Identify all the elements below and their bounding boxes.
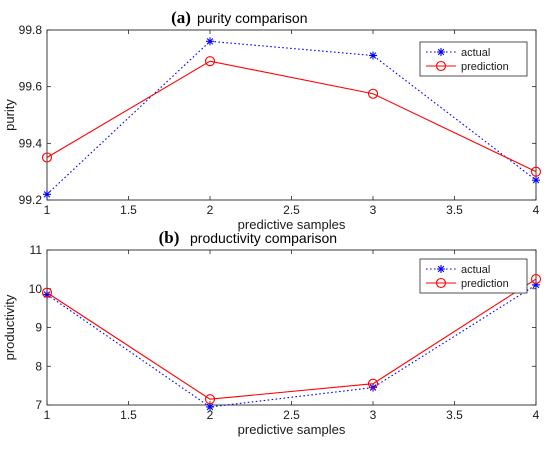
data-point-prediction bbox=[204, 56, 216, 67]
x-tick-label: 1.5 bbox=[120, 203, 137, 217]
data-point-actual bbox=[532, 176, 540, 185]
y-tick-label: 99.4 bbox=[19, 136, 43, 150]
data-point-prediction bbox=[530, 166, 542, 177]
legend-label-actual: actual bbox=[461, 47, 490, 59]
data-point-prediction bbox=[41, 152, 53, 163]
y-axis-label: productivity bbox=[2, 294, 17, 360]
legend-marker-actual bbox=[437, 265, 445, 273]
data-point-actual bbox=[206, 37, 214, 46]
series-actual bbox=[43, 37, 540, 199]
x-tick-label: 4 bbox=[533, 203, 540, 217]
x-tick-label: 1 bbox=[44, 203, 51, 217]
data-point-prediction bbox=[41, 287, 53, 298]
chart-panel-2: (b) productivity comparison 1 1.5 2 2.5 3 3.5 4 7… bbox=[2, 228, 542, 437]
series-prediction bbox=[41, 274, 542, 405]
x-tick-label: 3 bbox=[370, 203, 377, 217]
legend-marker-actual bbox=[437, 48, 445, 56]
x-axis-label: predictive samples bbox=[238, 217, 346, 232]
x-tick-label: 2 bbox=[207, 203, 214, 217]
data-point-prediction bbox=[204, 394, 216, 405]
chart-title: purity comparison bbox=[197, 10, 308, 26]
y-tick-label: 99.6 bbox=[19, 80, 43, 94]
legend-box bbox=[419, 258, 528, 294]
data-point-actual bbox=[369, 51, 377, 60]
x-axis-label: predictive samples bbox=[238, 422, 346, 437]
series-line-actual bbox=[46, 284, 537, 408]
data-point-prediction bbox=[367, 88, 379, 99]
legend-marker-prediction bbox=[435, 277, 447, 289]
x-tick-label: 2.5 bbox=[283, 203, 300, 217]
chart-title: productivity comparison bbox=[190, 230, 337, 246]
legend-label-prediction: prediction bbox=[461, 278, 509, 290]
y-tick-label: 7 bbox=[35, 398, 42, 412]
series-line-prediction bbox=[46, 278, 537, 400]
x-tick-label: 1 bbox=[44, 408, 51, 422]
data-point-actual bbox=[43, 190, 51, 199]
y-tick-label: 8 bbox=[35, 359, 42, 373]
data-point-prediction bbox=[367, 378, 379, 389]
x-tick-label: 2 bbox=[207, 408, 214, 422]
panel-label: (b) bbox=[159, 228, 180, 247]
x-tick-label: 1.5 bbox=[120, 408, 137, 422]
series-line-prediction bbox=[46, 60, 537, 173]
legend-label-actual: actual bbox=[461, 264, 490, 276]
x-tick-label: 4 bbox=[533, 408, 540, 422]
chart-panel-1: (a) purity comparison 1 1.5 2 2.5 3 3.5 4 99.2 99.… bbox=[2, 8, 542, 232]
y-axis-label: purity bbox=[2, 99, 17, 131]
x-tick-label: 3.5 bbox=[446, 203, 463, 217]
y-tick-label: 10 bbox=[29, 282, 43, 296]
series-line-actual bbox=[46, 40, 537, 195]
legend: actual prediction bbox=[419, 258, 528, 294]
y-tick-label: 11 bbox=[30, 243, 43, 257]
x-tick-label: 2.5 bbox=[283, 408, 300, 422]
legend-marker-prediction bbox=[435, 60, 447, 72]
y-tick-label: 9 bbox=[35, 321, 42, 335]
x-tick-label: 3 bbox=[370, 408, 377, 422]
panel-label: (a) bbox=[171, 8, 191, 27]
y-tick-label: 99.8 bbox=[19, 23, 43, 37]
data-point-actual bbox=[206, 402, 214, 411]
y-tick-label: 99.2 bbox=[19, 193, 43, 207]
data-point-prediction bbox=[530, 274, 542, 285]
legend-label-prediction: prediction bbox=[461, 61, 509, 73]
legend-box bbox=[419, 41, 528, 77]
legend: actual prediction bbox=[419, 41, 528, 77]
x-tick-label: 3.5 bbox=[446, 408, 463, 422]
series-prediction bbox=[41, 56, 542, 177]
